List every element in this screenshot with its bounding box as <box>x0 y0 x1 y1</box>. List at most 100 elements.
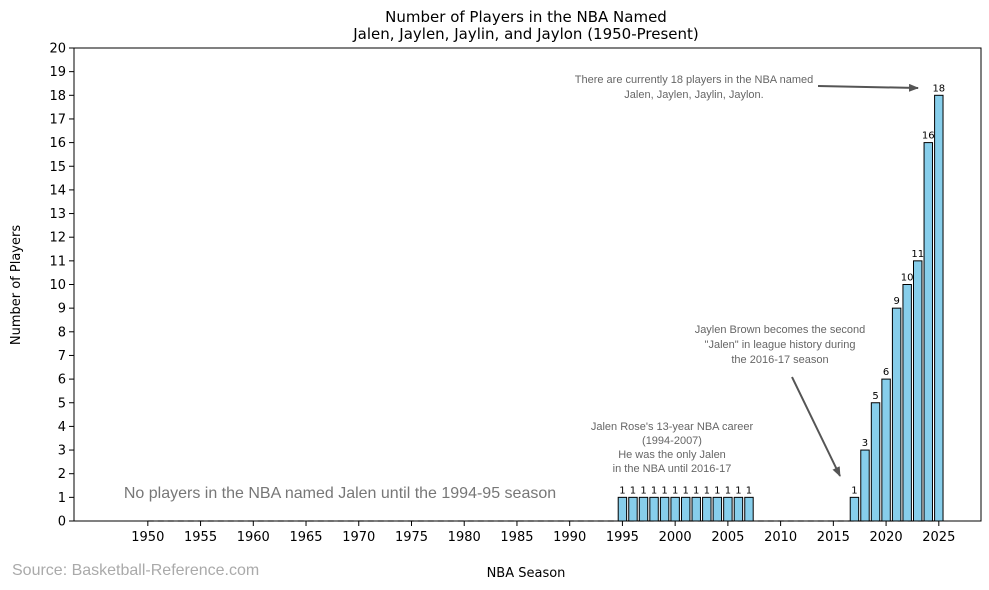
value-label-2022: 10 <box>901 273 914 284</box>
chart-title-line-1: Number of Players in the NBA Named <box>385 8 667 26</box>
x-tick-label-1990: 1990 <box>553 530 586 545</box>
x-tick-label-2020: 2020 <box>870 530 903 545</box>
bar-1995 <box>617 496 628 522</box>
bar-2003 <box>702 496 712 522</box>
value-label-2023: 11 <box>911 249 924 260</box>
annotation-no-players: No players in the NBA named Jalen until … <box>124 485 556 502</box>
annotation-jalen-rose: Jalen Rose's 13-year NBA career (1994-20… <box>591 421 754 475</box>
value-label-2017: 1 <box>851 485 857 496</box>
annotation-jalen-rose-line-3: He was the only Jalen <box>618 449 726 461</box>
y-tick-label-12: 12 <box>49 231 66 246</box>
x-tick-label-2025: 2025 <box>922 530 955 545</box>
value-label-2006: 1 <box>735 485 741 496</box>
value-label-1995: 1 <box>619 485 625 496</box>
bars <box>617 94 944 522</box>
y-tick-label-11: 11 <box>49 254 66 269</box>
value-label-2020: 6 <box>883 367 889 378</box>
plot-area-frame <box>73 47 982 522</box>
value-label-1999: 1 <box>661 485 667 496</box>
y-tick-label-16: 16 <box>49 136 66 151</box>
annotation-jaylen-brown-line-3: the 2016-17 season <box>731 354 828 366</box>
x-tick-label-2015: 2015 <box>817 530 850 545</box>
y-tick-label-3: 3 <box>58 444 66 459</box>
annotation-jaylen-brown-arrow <box>791 376 841 477</box>
annotation-current-players-line-2: Jalen, Jaylen, Jaylin, Jaylon. <box>624 89 763 101</box>
bar-2004 <box>712 496 723 522</box>
annotation-jaylen-brown: Jaylen Brown becomes the second "Jalen" … <box>695 324 866 477</box>
y-tick-label-2: 2 <box>58 467 66 482</box>
bar-2019 <box>870 402 881 522</box>
bar-1996 <box>628 496 638 522</box>
y-tick-label-7: 7 <box>58 349 66 364</box>
value-label-1998: 1 <box>651 485 657 496</box>
y-tick-label-8: 8 <box>58 325 66 340</box>
value-label-2019: 5 <box>872 391 878 402</box>
value-label-2004: 1 <box>714 485 720 496</box>
x-axis-ticks: 1950 1955 1960 1965 1970 1975 1980 1985 1990 1995… <box>131 521 955 545</box>
value-label-2018: 3 <box>862 438 868 449</box>
bar-2025 <box>934 94 944 522</box>
y-tick-label-14: 14 <box>49 183 66 198</box>
y-tick-label-19: 19 <box>49 65 66 80</box>
x-tick-label-1980: 1980 <box>448 530 481 545</box>
annotation-current-players: There are currently 18 players in the NB… <box>575 74 919 101</box>
x-tick-label-1995: 1995 <box>606 530 639 545</box>
bar-2006 <box>733 496 744 522</box>
bar-1997 <box>638 496 649 522</box>
y-tick-label-15: 15 <box>49 160 66 175</box>
bar-2001 <box>680 496 691 522</box>
bar-2007 <box>744 496 754 522</box>
x-tick-label-1985: 1985 <box>500 530 533 545</box>
value-label-2002: 1 <box>693 485 699 496</box>
y-tick-label-18: 18 <box>49 89 66 104</box>
x-tick-label-1965: 1965 <box>289 530 322 545</box>
chart-title-line-2: Jalen, Jaylen, Jaylin, and Jaylon (1950-… <box>352 25 699 43</box>
y-tick-label-13: 13 <box>49 207 66 222</box>
y-tick-label-5: 5 <box>58 396 66 411</box>
bar-1998 <box>649 496 659 522</box>
annotation-current-players-line-1: There are currently 18 players in the NB… <box>575 74 813 86</box>
x-tick-label-2005: 2005 <box>711 530 744 545</box>
annotation-jaylen-brown-line-1: Jaylen Brown becomes the second <box>695 324 866 336</box>
value-label-2003: 1 <box>704 485 710 496</box>
x-tick-label-2000: 2000 <box>659 530 692 545</box>
bar-2021 <box>891 307 902 522</box>
annotation-jalen-rose-line-1: Jalen Rose's 13-year NBA career <box>591 421 754 433</box>
value-label-1996: 1 <box>630 485 636 496</box>
y-tick-label-17: 17 <box>49 112 66 127</box>
value-label-2000: 1 <box>672 485 678 496</box>
value-label-2021: 9 <box>893 296 899 307</box>
value-label-2024: 16 <box>922 131 935 142</box>
y-tick-label-6: 6 <box>58 373 66 388</box>
x-axis-label: NBA Season <box>487 566 566 581</box>
bar-2017 <box>849 496 860 522</box>
bar-2023 <box>913 260 923 522</box>
value-label-2005: 1 <box>725 485 731 496</box>
value-label-2007: 1 <box>746 485 752 496</box>
y-tick-label-9: 9 <box>58 302 66 317</box>
y-axis-label: Number of Players <box>9 225 24 345</box>
source-note: Source: Basketball-Reference.com <box>12 562 259 579</box>
x-tick-label-1970: 1970 <box>342 530 375 545</box>
x-tick-label-1955: 1955 <box>184 530 217 545</box>
bar-2018 <box>860 449 870 522</box>
bar-1999 <box>659 496 670 522</box>
annotation-jaylen-brown-line-2: "Jalen" in league history during <box>705 339 856 351</box>
bar-2020 <box>881 378 891 522</box>
x-tick-label-1975: 1975 <box>395 530 428 545</box>
x-tick-label-1960: 1960 <box>237 530 270 545</box>
bar-2022 <box>902 284 912 522</box>
y-tick-label-4: 4 <box>58 420 66 435</box>
y-tick-label-0: 0 <box>58 515 66 530</box>
bar-2000 <box>670 496 680 522</box>
x-tick-label-2010: 2010 <box>764 530 797 545</box>
x-tick-label-1950: 1950 <box>131 530 164 545</box>
y-tick-label-1: 1 <box>58 491 66 506</box>
bar-2005 <box>723 496 733 522</box>
value-label-1997: 1 <box>640 485 646 496</box>
y-tick-label-10: 10 <box>49 278 66 293</box>
bar-2002 <box>691 496 701 522</box>
value-label-2001: 1 <box>683 485 689 496</box>
